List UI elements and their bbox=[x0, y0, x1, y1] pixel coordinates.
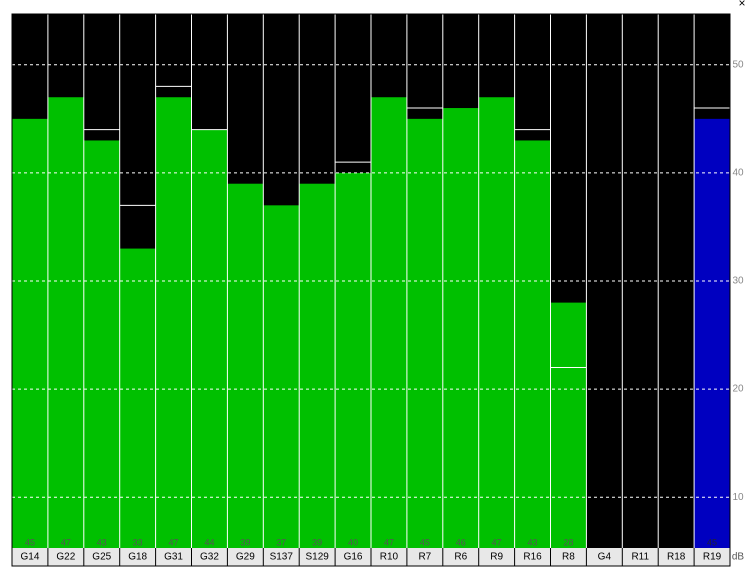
bar bbox=[514, 140, 551, 548]
bar bbox=[442, 108, 479, 549]
x-tick-label: R18 bbox=[667, 552, 686, 563]
x-tick-label: R11 bbox=[631, 552, 649, 563]
value-label: 44 bbox=[204, 537, 214, 547]
value-label: 46 bbox=[456, 537, 466, 547]
unit-label: dB bbox=[732, 552, 745, 563]
value-label: 45 bbox=[420, 537, 430, 547]
y-tick-label: 30 bbox=[732, 276, 744, 287]
value-label: 43 bbox=[528, 537, 538, 547]
bar bbox=[694, 118, 730, 548]
y-tick-label: 20 bbox=[732, 384, 744, 395]
bar bbox=[155, 97, 192, 549]
bar bbox=[12, 118, 48, 548]
x-tick-label: G4 bbox=[598, 552, 612, 563]
x-tick-label: G16 bbox=[344, 552, 363, 563]
y-tick-label: 10 bbox=[732, 492, 744, 503]
bar bbox=[263, 205, 300, 549]
x-tick-label: R10 bbox=[380, 552, 399, 563]
x-tick-label: R6 bbox=[454, 552, 467, 563]
x-tick-label: G32 bbox=[200, 552, 219, 563]
bar bbox=[83, 140, 120, 548]
y-tick-label: 40 bbox=[732, 168, 744, 179]
x-tick-label: G22 bbox=[56, 552, 75, 563]
value-label: 47 bbox=[384, 537, 394, 547]
value-label: 47 bbox=[492, 537, 502, 547]
bar bbox=[406, 118, 443, 548]
value-label: 37 bbox=[276, 537, 286, 547]
value-label: 28 bbox=[563, 537, 573, 547]
x-tick-label: S137 bbox=[270, 552, 294, 563]
x-tick-label: R19 bbox=[703, 552, 722, 563]
x-tick-label: G31 bbox=[164, 552, 183, 563]
value-label: 45 bbox=[707, 537, 717, 547]
value-label: 39 bbox=[312, 537, 322, 547]
bar bbox=[335, 172, 371, 548]
x-tick-label: R16 bbox=[523, 552, 542, 563]
x-tick-label: R9 bbox=[490, 552, 503, 563]
bar bbox=[119, 248, 156, 548]
bar bbox=[478, 97, 515, 549]
x-tick-label: R7 bbox=[418, 552, 431, 563]
y-tick-label: 50 bbox=[732, 59, 744, 70]
value-label: 47 bbox=[169, 537, 179, 547]
value-label: 45 bbox=[25, 537, 35, 547]
x-tick-label: S129 bbox=[305, 552, 329, 563]
bar bbox=[191, 129, 228, 548]
value-label: 47 bbox=[61, 537, 71, 547]
value-label: 39 bbox=[240, 537, 250, 547]
bar bbox=[371, 97, 407, 549]
x-tick-label: G18 bbox=[128, 552, 147, 563]
x-tick-label: G14 bbox=[20, 552, 39, 563]
bar bbox=[299, 183, 336, 548]
value-label: 43 bbox=[97, 537, 107, 547]
bar bbox=[550, 302, 587, 548]
plot-border bbox=[11, 13, 731, 567]
value-label: 40 bbox=[348, 537, 358, 547]
x-tick-label: G29 bbox=[236, 552, 255, 563]
x-tick-label: G25 bbox=[92, 552, 111, 563]
bar bbox=[47, 97, 84, 549]
close-button[interactable]: × bbox=[738, 0, 745, 10]
bar bbox=[227, 183, 264, 548]
value-label: 33 bbox=[133, 537, 143, 547]
x-tick-label: R8 bbox=[562, 552, 575, 563]
